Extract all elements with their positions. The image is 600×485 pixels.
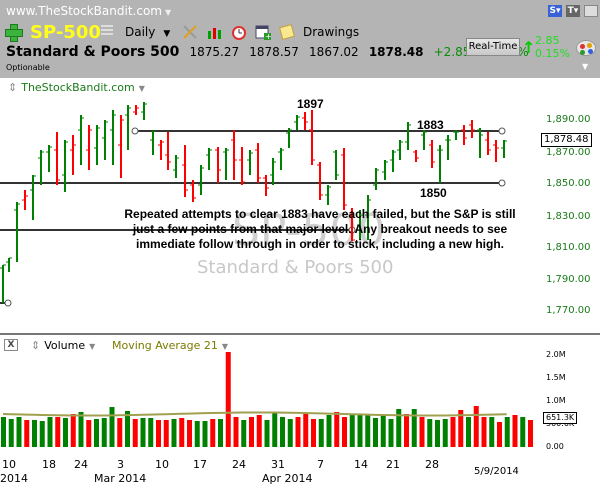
x-end-date: 5/9/2014 [474,466,519,477]
y-tick: 1,770.00 [546,305,591,316]
volume-header: X ⇕ Volume ▼ Moving Average 21 ▼ [0,335,600,355]
toolbar: www.TheStockBandit.com ▼ S▾ T▾ SP-500 Dai… [0,0,600,78]
chevron-down-icon: ▼ [163,29,171,39]
chart-annotation: Repeated attempts to clear 1883 have eac… [124,207,516,251]
current-volume-marker: 651.3K [543,412,578,424]
rt-change-value: 2.85 [535,34,560,47]
y-tick: 1,830.00 [546,211,591,222]
x-tick: 7 [317,458,324,471]
realtime-button[interactable]: Real-Time [466,38,520,56]
add-symbol-icon[interactable] [5,24,23,42]
volume-label: Volume [44,339,86,352]
current-price-marker: 1,878.48 [541,133,592,147]
rt-change-pct-value: 0.15% [535,47,570,60]
high-value: 1878.57 [249,45,299,59]
up-arrow-icon: ↑ [522,38,536,57]
y-tick: 1,790.00 [546,274,591,285]
period-label: Daily [125,25,156,39]
tools-icon[interactable] [182,24,198,40]
ma-label: Moving Average 21 [112,339,218,352]
label-resistance: 1883 [417,118,444,132]
s-button[interactable]: S▾ [548,5,562,17]
calendar-add-icon[interactable]: + [255,24,271,40]
chart-source-label: TheStockBandit.com [21,81,135,94]
period-select[interactable]: Daily ▼ [125,25,170,39]
save-icon[interactable] [584,5,598,17]
x-tick: 14 [354,458,368,471]
notes-icon[interactable] [279,24,295,40]
y-tick: 1,810.00 [546,242,591,253]
x-month: Mar 2014 [94,472,147,485]
x-month: Apr 2014 [262,472,313,485]
x-tick: 17 [193,458,207,471]
svg-text:+: + [265,32,271,40]
chart-source-menu[interactable]: ⇕ TheStockBandit.com ▼ [8,81,145,94]
low-value: 1867.02 [309,45,359,59]
open-value: 1875.27 [189,45,240,59]
t-button[interactable]: T▾ [566,5,580,17]
x-tick: 3 [117,458,124,471]
watermark-name: Standard & Poors 500 [197,257,394,278]
chevron-down-icon: ▼ [138,84,145,93]
close-pane-button[interactable]: X [4,339,18,351]
vol-tick: 1.0M [546,396,566,405]
x-tick: 24 [232,458,246,471]
move-handle-icon[interactable]: ⇕ [8,81,18,94]
chevron-down-icon: ▼ [221,342,229,351]
change-value: +2.85 [433,45,471,59]
x-tick: 18 [42,458,56,471]
volume-menu[interactable]: ⇕ Volume ▼ [31,339,95,352]
optionable-label: Optionable [6,63,50,72]
ticker-symbol[interactable]: SP-500 [30,22,101,43]
palette-icon[interactable] [576,40,596,56]
x-tick: 10 [2,458,16,471]
x-tick: 31 [271,458,285,471]
site-menu[interactable]: www.TheStockBandit.com ▼ [6,4,171,18]
price-chart[interactable]: ⇕ TheStockBandit.com ▼ SP-500 Standard & P… [0,78,600,333]
close-value: 1878.48 [368,45,424,59]
chevron-down-icon[interactable]: ▼ [582,62,589,71]
x-tick: 24 [74,458,88,471]
drawings-menu[interactable]: Drawings [303,25,360,39]
bar-chart-icon[interactable] [207,24,223,40]
list-icon[interactable] [101,25,113,39]
alarm-clock-icon[interactable] [231,24,247,40]
moving-average-menu[interactable]: Moving Average 21 ▼ [112,339,228,352]
x-month: 2014 [0,472,28,485]
label-support: 1850 [420,186,447,200]
vol-tick: 2.0M [546,350,566,359]
x-tick: 21 [386,458,400,471]
vol-tick: 0.00 [546,442,564,451]
x-tick: 28 [425,458,439,471]
y-tick: 1,870.00 [546,147,591,158]
move-handle-icon[interactable]: ⇕ [31,339,41,352]
chevron-down-icon: ▼ [164,8,172,17]
vol-tick: 1.5M [546,373,566,382]
realtime-change: 2.85 0.15% [535,34,570,60]
site-name: www.TheStockBandit.com [6,4,162,18]
label-high: 1897 [297,97,324,111]
pane-divider[interactable] [0,333,600,335]
y-tick: 1,850.00 [546,178,591,189]
chevron-down-icon: ▼ [89,342,96,351]
x-tick: 10 [155,458,169,471]
y-tick: 1,890.00 [546,114,591,125]
symbol-name: Standard & Poors 500 [6,44,180,60]
